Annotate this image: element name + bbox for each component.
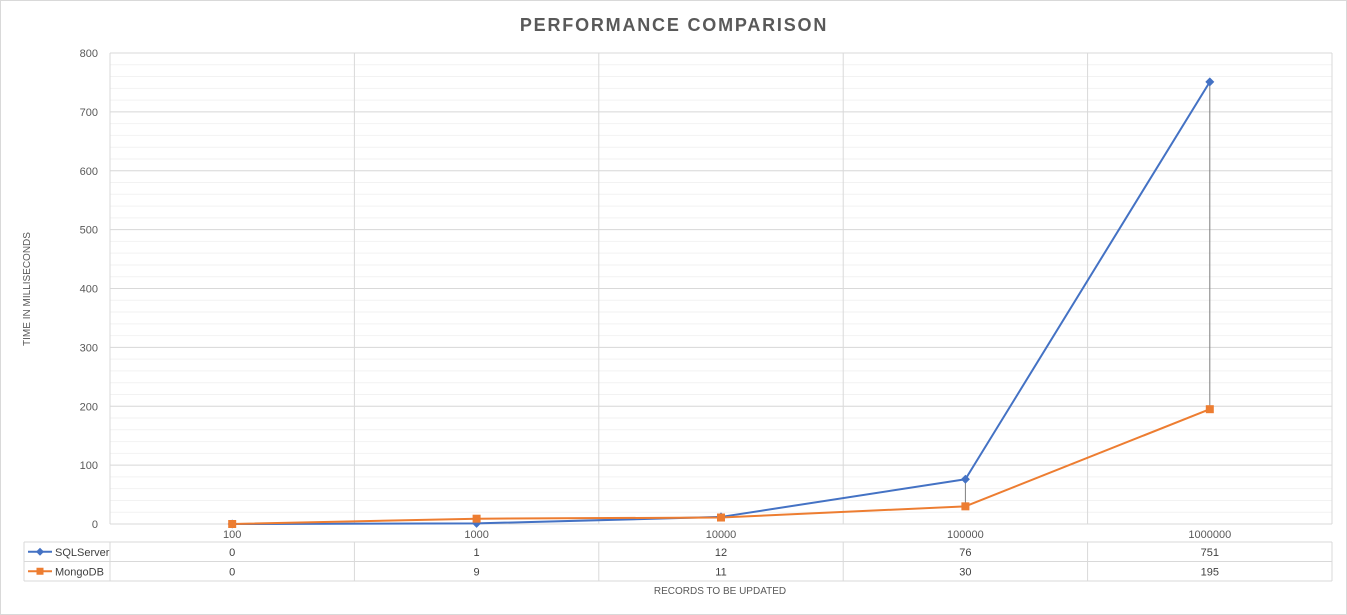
chart-title: PERFORMANCE COMPARISON	[520, 15, 828, 35]
series-markers	[227, 77, 1215, 529]
series-line-mongodb	[232, 408, 1211, 525]
table-cell: 751	[1201, 547, 1219, 559]
table-cell: 12	[715, 547, 727, 559]
x-axis-tick-labels: 100 1000 10000 100000 1000000	[223, 529, 1231, 541]
x-tick-label: 1000000	[1188, 529, 1231, 541]
y-tick-label: 100	[80, 460, 98, 472]
data-point-mongodb	[1205, 405, 1214, 414]
table-cell: 1	[474, 547, 480, 559]
data-point-mongodb	[472, 514, 481, 523]
data-point-mongodb	[961, 502, 970, 511]
x-tick-label: 1000	[464, 529, 488, 541]
legend-marker-mongodb	[36, 567, 44, 575]
table-cell: 0	[229, 566, 235, 578]
y-tick-label: 400	[80, 284, 98, 296]
data-point-sqlserver	[1205, 77, 1215, 87]
x-tick-label: 100	[223, 529, 241, 541]
table-cell: 0	[229, 547, 235, 559]
series-name-mongodb: MongoDB	[55, 566, 104, 578]
major-gridlines	[110, 52, 1332, 525]
y-axis-title: TIME IN MILLISECONDS	[22, 232, 33, 346]
table-cell: 195	[1201, 566, 1219, 578]
vertical-gridlines	[109, 53, 1333, 524]
table-cell: 76	[959, 547, 971, 559]
series-line-sqlserver	[232, 81, 1211, 525]
series-name-sqlserver: SQLServer	[55, 547, 110, 559]
y-tick-label: 0	[92, 519, 98, 531]
y-tick-label: 800	[80, 48, 98, 60]
legend-marker-sqlserver	[36, 547, 44, 556]
y-tick-label: 300	[80, 342, 98, 354]
y-tick-label: 500	[80, 225, 98, 237]
data-table: SQLServer 0 1 12 76 751 MongoDB 0 9 11 30 195	[23, 541, 1333, 582]
series-lines	[232, 81, 1211, 525]
high-low-lines	[476, 81, 1211, 524]
x-tick-label: 10000	[706, 529, 737, 541]
table-cell: 30	[959, 566, 971, 578]
data-point-sqlserver	[960, 474, 970, 484]
data-point-mongodb	[228, 520, 237, 528]
table-cell: 11	[715, 566, 726, 578]
y-axis-tick-labels: 0 100 200 300 400 500 600 700 800	[80, 48, 98, 531]
x-axis-title: RECORDS TO BE UPDATED	[654, 586, 786, 597]
y-tick-label: 700	[80, 107, 98, 119]
y-tick-label: 200	[80, 401, 98, 413]
y-tick-label: 600	[80, 166, 98, 178]
table-cell: 9	[474, 566, 480, 578]
data-point-mongodb	[717, 513, 725, 522]
x-tick-label: 100000	[947, 529, 984, 541]
